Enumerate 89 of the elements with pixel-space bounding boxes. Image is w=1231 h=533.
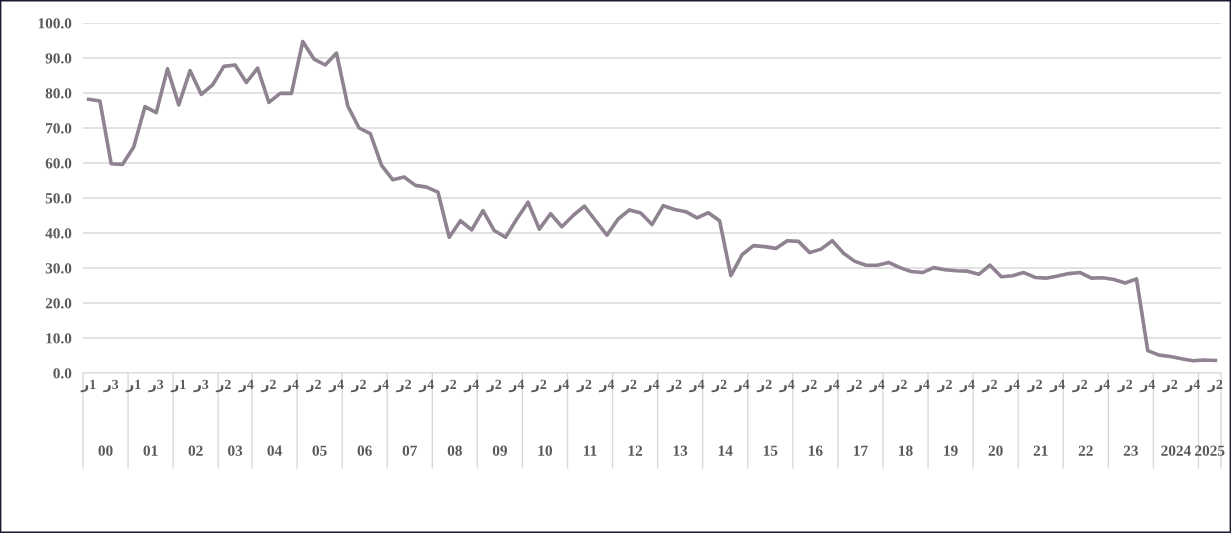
text: 03: [228, 445, 243, 456]
text: 16: [808, 445, 823, 456]
text: 08: [447, 445, 462, 456]
x-tick-label: ر4: [463, 379, 479, 393]
x-tick-label: ر2: [1162, 379, 1178, 393]
x-tick-label: ر2: [441, 379, 457, 393]
x-tick-label: ر1: [125, 379, 141, 393]
y-tick-label: 0.0: [53, 368, 72, 379]
x-tick-label: ر4: [869, 379, 885, 393]
text: 13: [673, 445, 688, 456]
x-tick-label: ر2: [1117, 379, 1133, 393]
x-tick-label: ر1: [80, 379, 96, 393]
text: 18: [899, 445, 913, 456]
text: 2024: [1161, 445, 1191, 456]
x-tick-label: ر2: [981, 379, 997, 393]
x-tick-label: ر2: [621, 379, 637, 393]
y-tick-label: 70.0: [46, 123, 72, 134]
x-tick-label: ر2: [801, 379, 817, 393]
x-tick-label: ر4: [1094, 379, 1110, 393]
x-tick-label: ر2: [846, 379, 862, 393]
text: 01: [143, 445, 158, 456]
text: 20: [988, 445, 1003, 456]
x-tick-label: ر4: [508, 379, 524, 393]
x-tick-label: ر3: [148, 379, 164, 393]
x-tick-label: ر2: [756, 379, 772, 393]
text: 22: [1078, 445, 1093, 456]
text: 15: [763, 445, 778, 456]
y-tick-label: 100.0: [38, 18, 72, 29]
x-tick-label: ر2: [711, 379, 727, 393]
x-tick-label: ر3: [103, 379, 119, 393]
text: 10: [538, 445, 553, 456]
x-tick-label: ر2: [351, 379, 366, 393]
y-tick-label: 10.0: [46, 333, 72, 344]
x-tick-label: ر4: [689, 379, 705, 393]
x-tick-label: ر4: [238, 379, 254, 393]
line-series: [86, 39, 1218, 363]
x-tick-label: ر2: [396, 379, 411, 393]
text: 00: [98, 445, 113, 456]
text: 21: [1033, 445, 1048, 456]
y-tick-label: 20.0: [45, 298, 72, 309]
x-tick-label: ر4: [1049, 379, 1065, 393]
x-tick-label: ر4: [328, 379, 344, 393]
x-tick-label: ر3: [193, 379, 209, 393]
x-tick-label: ر4: [553, 379, 570, 393]
x-tick-label: ر2: [215, 379, 231, 393]
x-tick-label: ر2: [1072, 379, 1088, 393]
x-tick-label: ر4: [734, 379, 750, 393]
x-tick-label: ر4: [779, 379, 795, 393]
x-tick-label: ر4: [914, 379, 930, 393]
x-tick-label: ر4: [373, 379, 389, 393]
text: 02: [188, 445, 203, 456]
x-tick-label: ر4: [1139, 379, 1155, 393]
x-tick-label: ر2: [1027, 379, 1042, 393]
text: 12: [628, 445, 643, 456]
x-tick-label: ر2: [936, 379, 952, 393]
text: 2025: [1195, 445, 1225, 456]
x-tick-label: ر4: [1184, 379, 1201, 393]
y-tick-label: 80.0: [45, 88, 72, 99]
text: 04: [267, 445, 282, 456]
x-tick-label: ر4: [598, 379, 615, 393]
x-tick-label: ر4: [959, 379, 975, 393]
text: 11: [584, 445, 597, 456]
x-tick-label: ر2: [1207, 379, 1223, 393]
x-tick-label: ر2: [260, 379, 276, 393]
x-tick-label: ر2: [666, 379, 682, 393]
x-tick-label: ر2: [305, 379, 321, 393]
text: 19: [944, 445, 958, 456]
y-tick-label: 50.0: [45, 193, 72, 204]
text: 05: [312, 445, 327, 456]
text: 23: [1123, 445, 1138, 456]
x-tick-label: ر2: [486, 379, 502, 393]
y-tick-label: 30.0: [45, 263, 72, 274]
text: 14: [718, 445, 733, 456]
text: 17: [854, 445, 868, 456]
x-tick-label: ر4: [283, 379, 299, 393]
y-tick-label: 40.0: [45, 228, 72, 239]
x-tick-label: ر1: [170, 379, 186, 393]
x-tick-label: ر4: [824, 379, 840, 393]
x-tick-label: ر2: [891, 379, 907, 393]
x-tick-label: ر2: [531, 379, 547, 393]
text: 07: [402, 445, 418, 456]
x-tick-label: ر4: [643, 379, 660, 393]
y-tick-label: 90.0: [45, 53, 72, 64]
x-tick-label: ر2: [576, 379, 592, 393]
x-tick-label: ر4: [418, 379, 434, 393]
text: 09: [492, 445, 507, 456]
x-tick-label: ر4: [1004, 379, 1020, 393]
text: 06: [357, 445, 372, 456]
y-tick-label: 60.0: [45, 158, 72, 169]
